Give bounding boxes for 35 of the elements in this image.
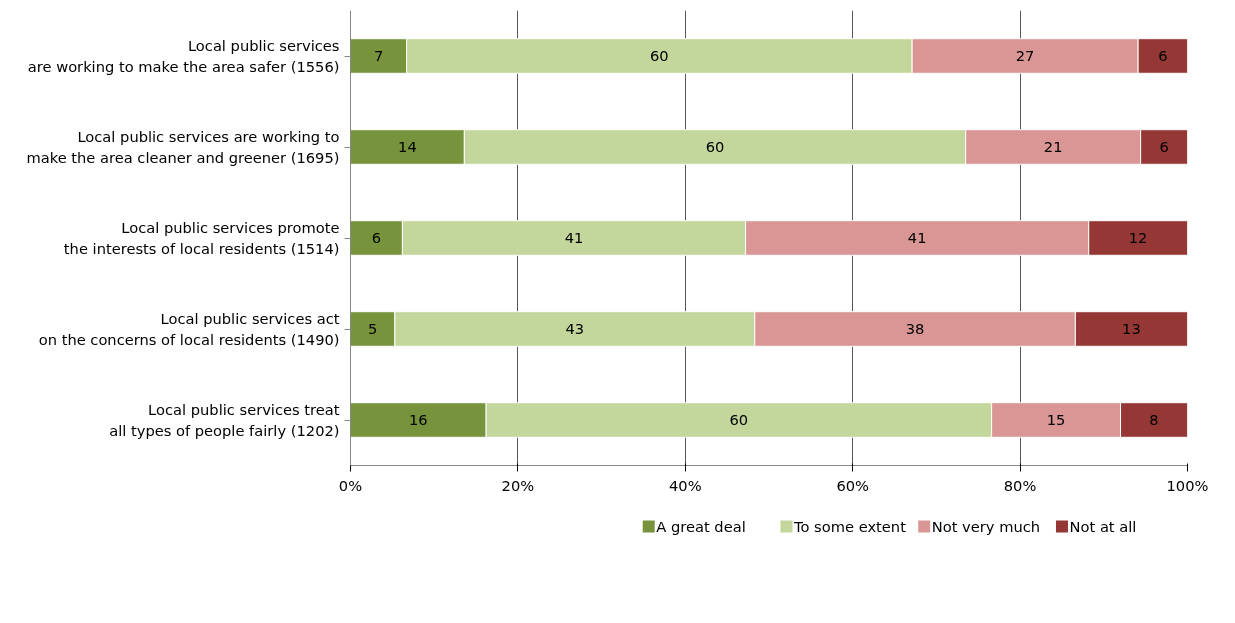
data-label: 60 — [650, 47, 669, 64]
data-label: 6 — [1159, 138, 1169, 155]
data-label: 60 — [705, 138, 725, 155]
data-label: 43 — [565, 320, 585, 337]
y-tick-label: Local public services act on the concerns of local residents (1490) — [38, 310, 340, 348]
data-label: 16 — [408, 411, 428, 428]
legend-label: Not very much — [931, 518, 1041, 535]
data-label: 41 — [907, 229, 927, 246]
data-label: 41 — [564, 229, 584, 246]
data-label: 6 — [371, 229, 382, 246]
data-label: 21 — [1043, 138, 1063, 155]
data-label: 27 — [1015, 47, 1035, 64]
x-tick-label: 0% — [338, 476, 363, 494]
y-tick-label: Local public services are working to make the area cleaner and greener (1695) — [26, 128, 340, 166]
y-tick-label: Local public services are working to make the area safer (1556) — [27, 37, 340, 75]
x-tick-label: 60% — [836, 476, 870, 494]
data-label: 6 — [1158, 47, 1168, 64]
data-label: 5 — [368, 320, 378, 337]
x-tick-label: 80% — [1003, 476, 1037, 494]
data-label: 12 — [1128, 229, 1148, 246]
legend-label: To some extent — [793, 518, 907, 535]
data-label: 7 — [373, 47, 384, 64]
y-tick-label: Local public services treat all types of people fairly (1202) — [109, 401, 340, 439]
data-label: 15 — [1046, 411, 1066, 428]
data-label: 60 — [729, 411, 749, 428]
legend-label: A great deal — [656, 518, 746, 535]
data-label: 13 — [1122, 320, 1141, 337]
data-label: 8 — [1149, 411, 1159, 428]
y-tick-label: Local public services promote the interests of local residents (1514) — [63, 219, 340, 257]
x-tick-label: 20% — [501, 476, 535, 494]
x-tick-label: 40% — [669, 476, 702, 494]
data-label: 14 — [398, 138, 417, 155]
x-tick-label: 100% — [1166, 476, 1209, 494]
legend-label: Not at all — [1069, 518, 1137, 535]
data-label: 38 — [905, 320, 925, 337]
